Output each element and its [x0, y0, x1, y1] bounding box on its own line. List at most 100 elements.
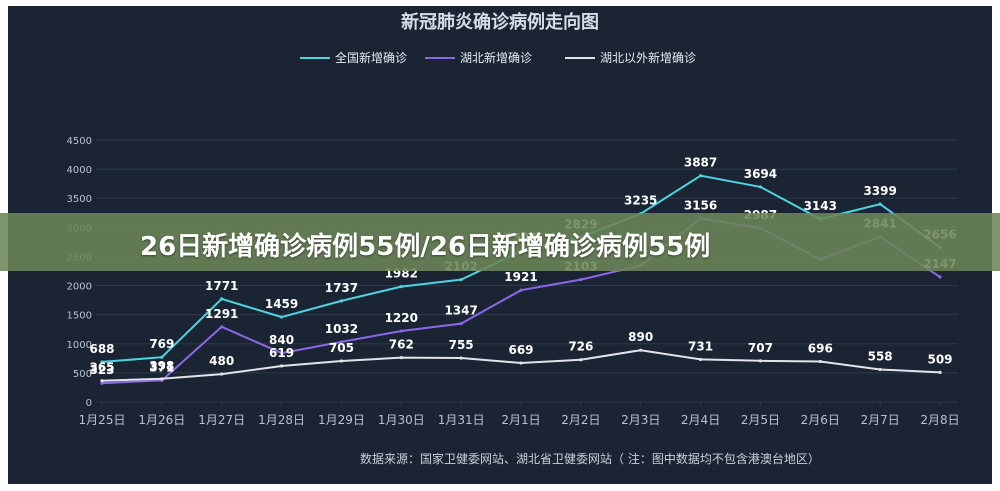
data-point [878, 202, 882, 206]
x-tick-label: 2月3日 [621, 413, 660, 427]
legend: 全国新增确诊 湖北新增确诊 湖北以外新增确诊 [300, 50, 696, 65]
source-note: 数据来源：国家卫健委网站、湖北省卫健委网站（ 注：图中数据均不包含港澳台地区） [360, 452, 820, 466]
data-point [459, 278, 463, 282]
data-point [339, 340, 344, 344]
data-point [279, 315, 284, 319]
data-point [878, 367, 882, 372]
data-point [220, 297, 224, 301]
y-tick-label: 0 [86, 398, 92, 409]
data-point [279, 364, 284, 368]
data-point [758, 359, 763, 363]
x-tick-label: 1月31日 [438, 413, 485, 427]
data-label: 762 [389, 338, 414, 352]
data-label: 365 [89, 361, 114, 375]
data-label: 705 [329, 341, 354, 355]
data-label: 1459 [265, 297, 298, 311]
x-tick-label: 2月4日 [681, 413, 720, 427]
data-label: 1737 [325, 281, 358, 295]
x-tick-label: 2月8日 [920, 413, 959, 427]
y-tick-label: 1000 [67, 340, 92, 351]
x-tick-label: 2月6日 [801, 413, 840, 427]
data-label: 3694 [744, 167, 777, 181]
x-tick-label: 1月30日 [378, 413, 425, 427]
data-point [279, 351, 284, 355]
data-point [399, 285, 403, 289]
data-point [938, 275, 942, 279]
data-label: 696 [808, 341, 833, 355]
x-tick-label: 2月7日 [861, 413, 900, 427]
data-label: 323 [89, 363, 114, 377]
data-point [339, 359, 344, 363]
data-point [519, 361, 523, 365]
data-point [758, 185, 763, 189]
data-label: 509 [927, 352, 952, 366]
caption-banner-text: 26日新增确诊病例55例/26日新增确诊病例55例 [140, 232, 711, 262]
data-point [220, 325, 224, 329]
data-label: 1347 [444, 304, 477, 318]
data-point [160, 377, 164, 381]
data-point [818, 359, 822, 364]
data-label: 840 [269, 333, 294, 347]
data-point [698, 357, 703, 362]
data-label: 669 [508, 343, 533, 357]
x-tick-label: 1月25日 [79, 413, 126, 427]
data-point [459, 356, 463, 360]
y-tick-label: 4000 [67, 165, 92, 176]
data-label: 3235 [624, 194, 657, 208]
data-label: 688 [89, 342, 114, 356]
data-point [100, 379, 104, 383]
x-tick-label: 2月2日 [561, 413, 600, 427]
data-point [399, 329, 403, 333]
data-label: 3143 [804, 199, 837, 213]
data-label: 558 [868, 350, 893, 364]
data-point [698, 174, 703, 178]
data-point [100, 381, 104, 385]
data-label: 755 [449, 338, 474, 352]
data-label: 1220 [385, 311, 418, 325]
y-tick-label: 4500 [67, 136, 92, 147]
data-label: 707 [748, 341, 773, 355]
data-label: 1032 [325, 322, 358, 336]
data-label: 398 [149, 359, 174, 373]
y-tick-label: 500 [73, 369, 92, 380]
legend-label: 湖北以外新增确诊 [600, 50, 696, 65]
data-point [459, 321, 463, 326]
data-label: 769 [149, 337, 174, 351]
x-tick-label: 1月29日 [318, 413, 365, 427]
x-tick-label: 1月28日 [258, 413, 305, 427]
data-point [220, 372, 224, 376]
x-tick-label: 2月5日 [741, 413, 780, 427]
y-tick-label: 3500 [67, 194, 92, 205]
x-tick-label: 2月1日 [501, 413, 540, 427]
data-point [100, 360, 104, 364]
data-label: 1771 [205, 279, 238, 293]
data-point [519, 288, 523, 292]
data-label: 1291 [205, 307, 238, 321]
x-tick-label: 1月26日 [138, 413, 185, 427]
data-label: 619 [269, 346, 294, 360]
y-tick-label: 2000 [67, 282, 92, 293]
data-label: 480 [209, 354, 234, 368]
data-label: 890 [628, 330, 653, 344]
data-label: 371 [149, 360, 174, 374]
data-point [579, 358, 583, 362]
x-tick-label: 1月27日 [198, 413, 245, 427]
chart-title: 新冠肺炎确诊病例走向图 [401, 12, 599, 33]
data-label: 3156 [684, 198, 717, 212]
data-label: 731 [688, 339, 713, 353]
data-label: 726 [568, 340, 593, 354]
data-label: 3887 [684, 156, 717, 170]
data-label: 3399 [863, 184, 896, 198]
y-tick-label: 1500 [67, 311, 92, 322]
legend-label: 全国新增确诊 [335, 50, 407, 65]
data-point [160, 355, 164, 359]
data-point [579, 277, 583, 282]
data-point [399, 356, 403, 360]
caption-banner [0, 213, 1000, 271]
data-label: 1921 [504, 270, 537, 284]
data-point [938, 370, 942, 374]
data-point [339, 299, 344, 303]
data-point [639, 348, 643, 352]
legend-label: 湖北新增确诊 [460, 50, 532, 65]
